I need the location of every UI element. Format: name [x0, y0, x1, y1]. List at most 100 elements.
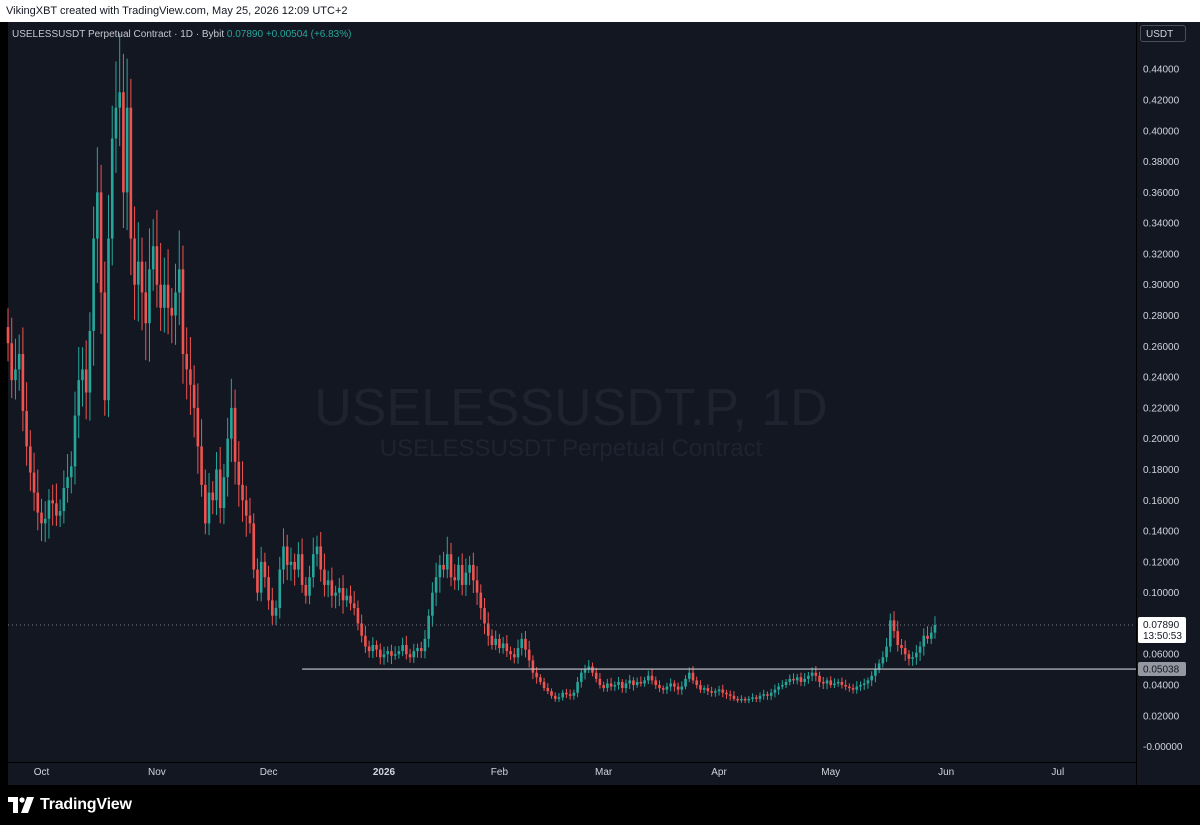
- candle: [628, 675, 632, 689]
- candle-body: [587, 666, 591, 670]
- candle-body: [803, 678, 806, 682]
- candle: [107, 194, 110, 418]
- candle-body: [814, 672, 818, 676]
- candle-body: [676, 686, 680, 690]
- support-price-label: 0.05038: [1143, 665, 1180, 676]
- candle: [788, 674, 792, 686]
- candle-body: [397, 651, 401, 655]
- candle-body: [479, 592, 483, 609]
- candle: [304, 576, 308, 604]
- candle-body: [200, 446, 203, 485]
- candle-body: [177, 269, 181, 293]
- candle-body: [926, 635, 929, 639]
- countdown-label: 13:50:53: [1143, 631, 1182, 642]
- candle-body: [192, 384, 196, 408]
- candle: [204, 469, 207, 535]
- candle-body: [341, 588, 345, 601]
- candle-body: [740, 698, 743, 701]
- candle: [594, 667, 598, 683]
- candle-body: [364, 635, 367, 647]
- candle: [795, 673, 799, 685]
- candle: [520, 633, 524, 656]
- legend-last-price: 0.07890: [226, 29, 264, 40]
- candle: [207, 473, 211, 536]
- candle-body: [583, 669, 587, 673]
- candle: [382, 646, 386, 665]
- candle-body: [874, 669, 877, 676]
- candle: [308, 565, 311, 605]
- candle-body: [524, 638, 527, 650]
- candle-body: [784, 681, 788, 686]
- candle-body: [148, 269, 151, 324]
- candle-body: [635, 681, 639, 686]
- y-tick-label: 0.20000: [1143, 434, 1180, 445]
- candle-body: [445, 554, 449, 570]
- candle-body: [73, 415, 77, 467]
- candle-body: [673, 683, 676, 687]
- candle-body: [285, 546, 289, 565]
- candle: [669, 678, 672, 692]
- candle: [475, 566, 479, 605]
- candle-body: [330, 580, 334, 596]
- candle: [460, 553, 464, 596]
- candle: [375, 640, 378, 657]
- candle-body: [311, 554, 315, 578]
- candle: [248, 497, 252, 534]
- candle: [390, 644, 393, 665]
- candle-body: [598, 678, 602, 686]
- y-tick-label: 0.16000: [1143, 496, 1180, 507]
- candle-body: [382, 654, 386, 658]
- candle-body: [267, 577, 270, 601]
- candle-body: [751, 697, 754, 699]
- candle: [833, 678, 836, 689]
- candle-body: [155, 246, 159, 285]
- candle: [483, 598, 486, 635]
- y-tick-label: 0.22000: [1143, 403, 1180, 414]
- candle-body: [773, 689, 777, 693]
- candle: [803, 673, 806, 687]
- y-tick-label: 0.32000: [1143, 249, 1180, 260]
- candle: [743, 696, 747, 704]
- candle-body: [174, 292, 177, 316]
- candle-body: [181, 269, 185, 355]
- candle: [386, 646, 390, 663]
- currency-button[interactable]: USDT: [1140, 25, 1186, 42]
- candle-body: [561, 692, 564, 698]
- candle: [434, 562, 438, 607]
- candle: [136, 222, 140, 322]
- candle-body: [84, 369, 88, 393]
- candle: [512, 647, 516, 664]
- watermark-symbol: USELESSUSDT.P, 1D: [314, 379, 827, 437]
- candle-body: [215, 469, 218, 501]
- candle: [196, 383, 200, 474]
- candle-body: [643, 680, 646, 684]
- candle-body: [509, 651, 512, 655]
- candle-body: [40, 512, 43, 524]
- candle-body: [297, 554, 300, 570]
- candle-body: [911, 657, 914, 659]
- y-tick-label: 0.30000: [1143, 280, 1180, 291]
- candle-body: [870, 675, 873, 681]
- candle-body: [427, 615, 430, 639]
- candle-body: [241, 484, 244, 501]
- candle-body: [114, 107, 118, 139]
- candle-body: [304, 584, 308, 596]
- candle: [632, 677, 635, 691]
- tradingview-logo[interactable]: TradingView: [8, 795, 132, 815]
- candle: [680, 681, 684, 695]
- candle: [576, 676, 579, 698]
- candle-body: [665, 686, 669, 690]
- candle: [114, 61, 118, 173]
- candle: [911, 651, 914, 666]
- candle-body: [777, 686, 780, 690]
- candle: [25, 382, 28, 466]
- candle: [73, 391, 77, 485]
- candle-body: [256, 569, 259, 593]
- x-tick-label: Jun: [938, 767, 954, 778]
- candle: [155, 210, 159, 308]
- candle: [103, 261, 107, 416]
- candle-body: [218, 469, 222, 508]
- candle: [792, 673, 795, 685]
- candle: [773, 684, 777, 698]
